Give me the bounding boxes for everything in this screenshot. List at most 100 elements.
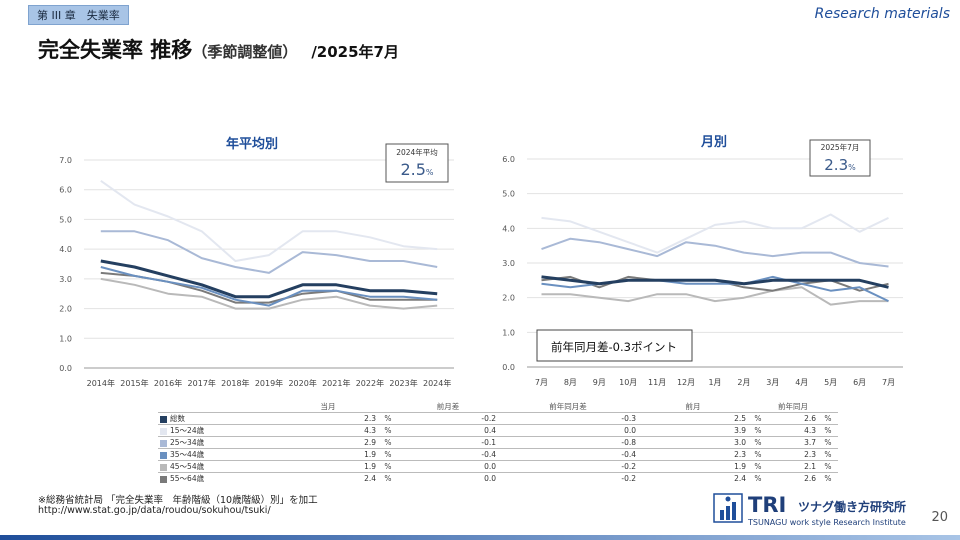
yoy-annotation: 前年同月差-0.3ポイント (536, 329, 693, 362)
x-tick-label: 12月 (677, 378, 695, 387)
table-cell: -0.4 (498, 448, 638, 461)
chapter-tag: 第 III 章 失業率 (28, 5, 129, 25)
table-header: 前月 (685, 402, 701, 411)
y-tick-label: 0.0 (502, 363, 515, 372)
table-header-row: 当月 前月差 前年同月差 前月 前年同月 (158, 401, 838, 413)
svg-text:2.5%: 2.5% (400, 160, 433, 179)
legend-swatch (160, 415, 167, 423)
svg-text:2.3%: 2.3% (824, 156, 856, 174)
x-tick-label: 2017年 (188, 378, 216, 388)
table-cell: 3.7 (768, 436, 818, 449)
series-line-2 (541, 237, 889, 268)
table-cell: -0.4 (398, 448, 498, 461)
research-materials-label: Research materials (814, 6, 950, 22)
y-tick-label: 7.0 (59, 156, 72, 165)
table-row: 55～64歳 2.4% 0.0 -0.2 2.4% 2.6% (158, 472, 838, 484)
table-cell: -0.3 (498, 412, 638, 425)
yoy-annotation-text: 前年同月差-0.3ポイント (551, 340, 677, 354)
row-label-cell: 15～24歳 (158, 424, 278, 437)
x-tick-label: 7月 (535, 378, 548, 387)
y-tick-label: 3.0 (59, 275, 72, 284)
unit-cell: % (818, 412, 838, 425)
table-cell: -0.2 (398, 412, 498, 425)
source-url[interactable]: http://www.stat.go.jp/data/roudou/sokuho… (38, 505, 271, 516)
y-tick-label: 4.0 (502, 224, 515, 233)
unit-cell: % (378, 472, 398, 484)
table-cell: 2.4 (638, 472, 748, 484)
y-tick-label: 1.0 (502, 328, 515, 337)
source-note: ※総務省統計局 「完全失業率 年齢階級（10歳階級）別」を加工 (38, 495, 318, 506)
table-cell: 2.6 (768, 412, 818, 425)
unit-cell: % (818, 436, 838, 449)
x-tick-label: 2023年 (389, 378, 417, 388)
table-header: 前年同月差 (549, 402, 587, 411)
y-tick-label: 4.0 (59, 245, 72, 254)
x-tick-label: 2024年 (423, 378, 451, 388)
table-cell: 1.9 (278, 460, 378, 473)
unit-cell: % (748, 436, 768, 449)
table-cell: 4.3 (278, 424, 378, 437)
x-tick-label: 4月 (795, 378, 808, 387)
monthly-callout: 2025年7月 2.3% (809, 139, 871, 177)
unit-cell: % (378, 448, 398, 461)
title-main: 完全失業率 推移 (38, 38, 193, 62)
x-tick-label: 2016年 (154, 378, 182, 388)
x-tick-label: 2014年 (87, 378, 115, 388)
row-label-cell: 45～54歳 (158, 460, 278, 473)
unit-cell: % (748, 460, 768, 473)
row-label-cell: 35～44歳 (158, 448, 278, 461)
unit-cell: % (748, 424, 768, 437)
bottom-accent-bar (0, 535, 960, 540)
logo-mark: TRI (748, 493, 786, 517)
y-tick-label: 2.0 (502, 294, 515, 303)
unit-cell: % (378, 412, 398, 425)
table-cell: 0.4 (398, 424, 498, 437)
x-tick-label: 2019年 (255, 378, 283, 388)
table-cell: 1.9 (278, 448, 378, 461)
x-tick-label: 5月 (824, 378, 837, 387)
unit-cell: % (378, 436, 398, 449)
series-line-0 (541, 275, 889, 289)
table-cell: 4.3 (768, 424, 818, 437)
row-label-cell: 総数 (158, 412, 278, 425)
annual-callout-label: 2024年平均 (396, 147, 438, 157)
table-cell: 1.9 (638, 460, 748, 473)
x-tick-label: 2022年 (356, 378, 384, 388)
table-cell: 3.9 (638, 424, 748, 437)
legend-swatch (160, 439, 167, 447)
unit-cell: % (748, 412, 768, 425)
row-label: 15～24歳 (170, 426, 205, 435)
y-tick-label: 3.0 (502, 259, 515, 268)
x-tick-label: 1月 (708, 378, 721, 387)
table-cell: -0.2 (498, 472, 638, 484)
monthly-callout-value: 2.3 (824, 156, 848, 174)
table-cell: 2.9 (278, 436, 378, 449)
row-label: 25～34歳 (170, 438, 205, 447)
unit-cell: % (378, 424, 398, 437)
series-line-0 (100, 259, 438, 299)
annual-chart-title: 年平均別 (226, 136, 278, 152)
logo-subtitle: TSUNAGU work style Research Institute (747, 518, 906, 527)
series-line-1 (541, 213, 889, 254)
legend-swatch (160, 463, 167, 471)
x-tick-label: 7月 (882, 378, 895, 387)
unit-cell: % (818, 472, 838, 484)
table-cell: -0.8 (498, 436, 638, 449)
logo-name: ツナグ働き方研究所 (798, 499, 906, 514)
table-row: 45～54歳 1.9% 0.0 -0.2 1.9% 2.1% (158, 460, 838, 473)
series-line-1 (100, 179, 438, 262)
table-cell: 2.6 (768, 472, 818, 484)
page-number: 20 (931, 510, 948, 525)
unit-cell: % (818, 460, 838, 473)
row-label-cell: 55～64歳 (158, 472, 278, 484)
legend-swatch (160, 427, 167, 435)
x-tick-label: 2015年 (120, 378, 148, 388)
x-tick-label: 2020年 (288, 378, 316, 388)
monthly-chart-title: 月別 (700, 135, 727, 150)
logo-emblem-icon (713, 493, 743, 523)
y-tick-label: 1.0 (59, 334, 72, 343)
x-tick-label: 2018年 (221, 378, 249, 388)
unit-cell: % (818, 424, 838, 437)
table-row: 25～34歳 2.9% -0.1 -0.8 3.0% 3.7% (158, 436, 838, 449)
annual-chart: 年平均別 0.0 1.0 2.0 3.0 4.0 5.0 6.0 7.0 2014年 2015年… (59, 136, 454, 388)
